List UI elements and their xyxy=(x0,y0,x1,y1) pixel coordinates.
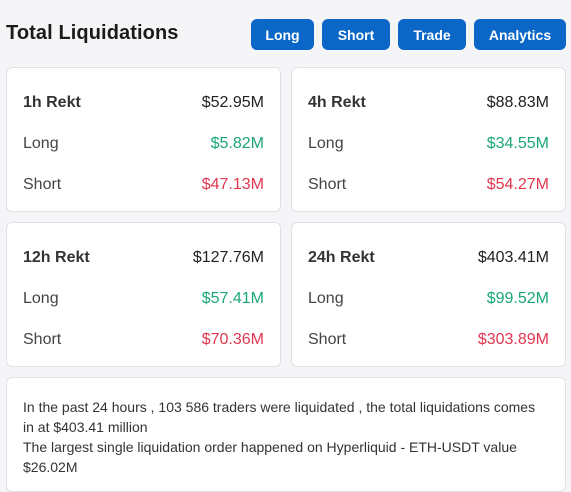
long-label: Long xyxy=(308,290,344,307)
period-label: 1h Rekt xyxy=(23,94,81,111)
short-value: $54.27M xyxy=(486,176,549,193)
long-value: $34.55M xyxy=(486,135,549,152)
period-label: 12h Rekt xyxy=(23,249,90,266)
card-24h: 24h Rekt $403.41M Long $99.52M Short $30… xyxy=(291,222,566,367)
card-short-row: Short $303.89M xyxy=(308,329,549,351)
summary-line-2: The largest single liquidation order hap… xyxy=(23,439,517,475)
short-label: Short xyxy=(23,331,62,348)
card-long-row: Long $34.55M xyxy=(308,133,549,155)
short-label: Short xyxy=(308,331,347,348)
short-value: $303.89M xyxy=(477,331,549,348)
card-1h: 1h Rekt $52.95M Long $5.82M Short $47.13… xyxy=(6,67,281,212)
long-button[interactable]: Long xyxy=(251,19,314,50)
card-total-row: 12h Rekt $127.76M xyxy=(23,247,264,269)
total-value: $127.76M xyxy=(192,249,264,266)
short-label: Short xyxy=(308,176,347,193)
long-label: Long xyxy=(23,290,59,307)
period-label: 24h Rekt xyxy=(308,249,375,266)
header: Total Liquidations Long Short Trade Anal… xyxy=(0,0,571,62)
card-4h: 4h Rekt $88.83M Long $34.55M Short $54.2… xyxy=(291,67,566,212)
long-value: $99.52M xyxy=(486,290,549,307)
short-label: Short xyxy=(23,176,62,193)
page-title: Total Liquidations xyxy=(6,22,179,44)
long-label: Long xyxy=(23,135,59,152)
card-short-row: Short $47.13M xyxy=(23,174,264,196)
long-value: $57.41M xyxy=(201,290,264,307)
card-total-row: 1h Rekt $52.95M xyxy=(23,92,264,114)
short-value: $70.36M xyxy=(201,331,264,348)
short-value: $47.13M xyxy=(201,176,264,193)
card-short-row: Short $70.36M xyxy=(23,329,264,351)
card-long-row: Long $5.82M xyxy=(23,133,264,155)
card-total-row: 24h Rekt $403.41M xyxy=(308,247,549,269)
analytics-button[interactable]: Analytics xyxy=(474,19,566,50)
liquidation-summary: In the past 24 hours , 103 586 traders w… xyxy=(6,377,566,492)
long-label: Long xyxy=(308,135,344,152)
card-12h: 12h Rekt $127.76M Long $57.41M Short $70… xyxy=(6,222,281,367)
total-value: $52.95M xyxy=(201,94,264,111)
card-total-row: 4h Rekt $88.83M xyxy=(308,92,549,114)
card-long-row: Long $57.41M xyxy=(23,288,264,310)
summary-line-1: In the past 24 hours , 103 586 traders w… xyxy=(23,399,536,435)
total-value: $88.83M xyxy=(486,94,549,111)
long-value: $5.82M xyxy=(210,135,264,152)
trade-button[interactable]: Trade xyxy=(398,19,466,50)
short-button[interactable]: Short xyxy=(322,19,390,50)
total-value: $403.41M xyxy=(477,249,549,266)
card-long-row: Long $99.52M xyxy=(308,288,549,310)
card-short-row: Short $54.27M xyxy=(308,174,549,196)
period-label: 4h Rekt xyxy=(308,94,366,111)
